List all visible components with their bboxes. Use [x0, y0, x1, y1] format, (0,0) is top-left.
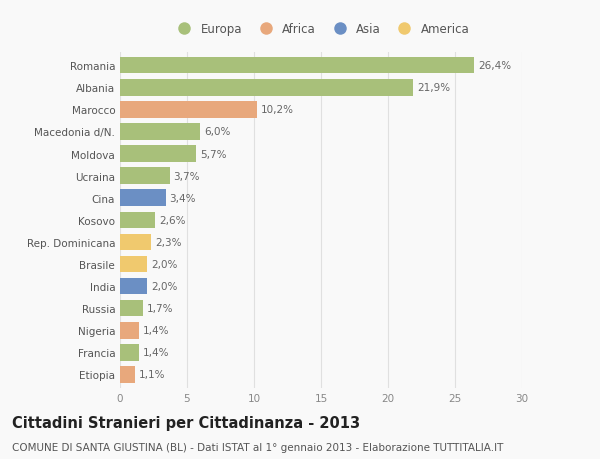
Text: 5,7%: 5,7%	[200, 149, 227, 159]
Text: Cittadini Stranieri per Cittadinanza - 2013: Cittadini Stranieri per Cittadinanza - 2…	[12, 415, 360, 431]
Text: 2,3%: 2,3%	[155, 237, 181, 247]
Text: COMUNE DI SANTA GIUSTINA (BL) - Dati ISTAT al 1° gennaio 2013 - Elaborazione TUT: COMUNE DI SANTA GIUSTINA (BL) - Dati IST…	[12, 442, 503, 452]
Text: 3,4%: 3,4%	[170, 193, 196, 203]
Bar	[120, 146, 196, 162]
Bar	[120, 278, 147, 295]
Text: 21,9%: 21,9%	[418, 83, 451, 93]
Bar	[120, 234, 151, 251]
Text: 1,7%: 1,7%	[147, 303, 173, 313]
Bar	[120, 80, 413, 96]
Bar	[120, 212, 155, 229]
Text: 1,4%: 1,4%	[143, 325, 169, 336]
Bar	[120, 102, 257, 118]
Text: 2,6%: 2,6%	[159, 215, 185, 225]
Text: 10,2%: 10,2%	[260, 105, 293, 115]
Text: 1,1%: 1,1%	[139, 369, 165, 380]
Text: 1,4%: 1,4%	[143, 347, 169, 358]
Bar	[120, 366, 135, 383]
Bar	[120, 256, 147, 273]
Bar	[120, 300, 143, 317]
Bar	[120, 124, 200, 140]
Bar	[120, 58, 474, 74]
Text: 2,0%: 2,0%	[151, 259, 177, 269]
Legend: Europa, Africa, Asia, America: Europa, Africa, Asia, America	[167, 18, 475, 41]
Bar	[120, 322, 139, 339]
Text: 26,4%: 26,4%	[478, 61, 511, 71]
Bar	[120, 190, 166, 207]
Bar	[120, 344, 139, 361]
Text: 6,0%: 6,0%	[205, 127, 231, 137]
Text: 2,0%: 2,0%	[151, 281, 177, 291]
Text: 3,7%: 3,7%	[173, 171, 200, 181]
Bar	[120, 168, 170, 185]
